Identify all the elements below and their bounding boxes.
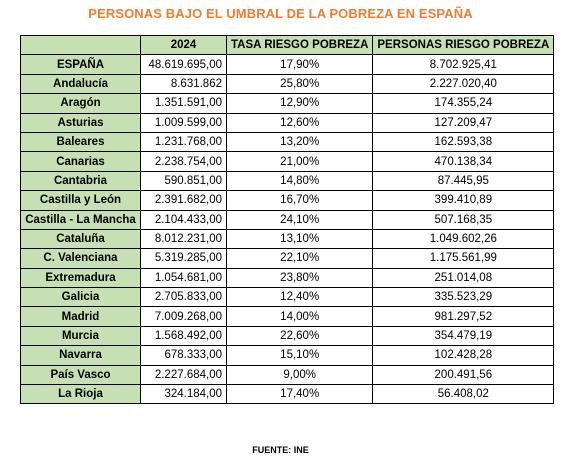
row-people-cell: 8.702.925,41 (372, 54, 555, 75)
table-header-row: 2024 TASA RIESGO POBREZA PERSONAS RIESGO… (20, 34, 555, 56)
row-people-cell: 399.410,89 (372, 190, 555, 211)
table-row: Castilla y León 2.391.682,00 16,70% 399.410… (20, 190, 555, 211)
row-people-cell: 981.297,52 (372, 306, 555, 327)
row-population-cell: 5.319.285,00 (140, 248, 227, 269)
table-row: Navarra 678.333,00 15,10% 102.428,28 (20, 345, 555, 366)
row-region-cell: Andalucía (20, 73, 141, 95)
row-people-cell: 102.428,28 (372, 345, 555, 366)
row-people-cell: 56.408,02 (372, 384, 555, 405)
row-people-cell: 2.227.020,40 (372, 73, 555, 95)
row-rate-cell: 14,80% (225, 170, 374, 192)
row-population-cell: 8.631.862 (140, 73, 227, 95)
row-region-cell: ESPAÑA (20, 54, 141, 75)
table-row: Galicia 2.705.833,00 12,40% 335.523,29 (20, 287, 555, 308)
table-row: Murcia 1.568.492,00 22,60% 354.479,19 (20, 325, 555, 347)
row-people-cell: 87.445,95 (372, 170, 555, 192)
row-people-cell: 354.479,19 (372, 325, 555, 347)
row-region-cell: C. Valenciana (20, 248, 141, 269)
table-row: País Vasco 2.227.684,00 9,00% 200.491,56 (20, 364, 555, 386)
row-rate-cell: 13,20% (225, 131, 374, 153)
header-region (20, 34, 141, 56)
row-population-cell: 8.012.231,00 (140, 228, 227, 250)
row-rate-cell: 13,10% (225, 228, 374, 250)
row-population-cell: 678.333,00 (140, 345, 227, 366)
row-region-cell: Cantabria (20, 170, 141, 192)
row-rate-cell: 15,10% (225, 345, 374, 366)
row-region-cell: Galicia (20, 287, 141, 308)
row-rate-cell: 23,80% (225, 267, 374, 289)
row-population-cell: 590.851,00 (140, 170, 227, 192)
row-population-cell: 1.568.492,00 (140, 325, 227, 347)
row-population-cell: 324.184,00 (140, 384, 227, 405)
row-rate-cell: 12,40% (225, 287, 374, 308)
row-rate-cell: 22,10% (225, 248, 374, 269)
row-population-cell: 2.104.433,00 (140, 209, 227, 230)
row-people-cell: 335.523,29 (372, 287, 555, 308)
table-row: Asturias 1.009.599,00 12,60% 127.209,47 (20, 112, 555, 133)
poverty-table: 2024 TASA RIESGO POBREZA PERSONAS RIESGO… (20, 34, 555, 405)
row-population-cell: 1.054.681,00 (140, 267, 227, 289)
row-rate-cell: 16,70% (225, 190, 374, 211)
row-population-cell: 48.619.695,00 (140, 54, 227, 75)
row-region-cell: Madrid (20, 306, 141, 327)
table-row: Madrid 7.009.268,00 14,00% 981.297,52 (20, 306, 555, 327)
row-population-cell: 2.238.754,00 (140, 151, 227, 172)
row-population-cell: 7.009.268,00 (140, 306, 227, 327)
header-population: 2024 (140, 34, 227, 56)
table-row: C. Valenciana 5.319.285,00 22,10% 1.175.561… (20, 248, 555, 269)
table-row: Cantabria 590.851,00 14,80% 87.445,95 (20, 170, 555, 192)
row-people-cell: 174.355,24 (372, 93, 555, 114)
table-row: Canarias 2.238.754,00 21,00% 470.138,34 (20, 151, 555, 172)
row-population-cell: 1.009.599,00 (140, 112, 227, 133)
row-region-cell: Murcia (20, 325, 141, 347)
table-row: Andalucía 8.631.862 25,80% 2.227.020,40 (20, 73, 555, 95)
page-title: PERSONAS BAJO EL UMBRAL DE LA POBREZA EN… (88, 6, 473, 21)
row-population-cell: 2.391.682,00 (140, 190, 227, 211)
row-rate-cell: 24,10% (225, 209, 374, 230)
row-region-cell: Baleares (20, 131, 141, 153)
row-region-cell: Aragón (20, 93, 141, 114)
row-population-cell: 1.351.591,00 (140, 93, 227, 114)
row-rate-cell: 17,90% (225, 54, 374, 75)
row-people-cell: 507.168,35 (372, 209, 555, 230)
row-region-cell: Asturias (20, 112, 141, 133)
row-region-cell: La Rioja (20, 384, 141, 405)
row-region-cell: Extremadura (20, 267, 141, 289)
row-rate-cell: 21,00% (225, 151, 374, 172)
row-rate-cell: 14,00% (225, 306, 374, 327)
row-rate-cell: 12,60% (225, 112, 374, 133)
row-people-cell: 470.138,34 (372, 151, 555, 172)
table-row: Castilla - La Mancha 2.104.433,00 24,10% 50… (20, 209, 555, 230)
row-population-cell: 2.227.684,00 (140, 364, 227, 386)
row-rate-cell: 12,90% (225, 93, 374, 114)
table-row: La Rioja 324.184,00 17,40% 56.408,02 (20, 384, 555, 405)
header-people: PERSONAS RIESGO POBREZA (372, 34, 555, 56)
row-region-cell: País Vasco (20, 364, 141, 386)
row-region-cell: Canarias (20, 151, 141, 172)
table-row: Cataluña 8.012.231,00 13,10% 1.049.602,26 (20, 228, 555, 250)
row-rate-cell: 17,40% (225, 384, 374, 405)
table-row: Baleares 1.231.768,00 13,20% 162.593,38 (20, 131, 555, 153)
row-region-cell: Navarra (20, 345, 141, 366)
source-note: FUENTE: INE (252, 445, 309, 455)
row-region-cell: Castilla - La Mancha (20, 209, 141, 230)
table-row: Extremadura 1.054.681,00 23,80% 251.014,08 (20, 267, 555, 289)
row-people-cell: 1.049.602,26 (372, 228, 555, 250)
row-region-cell: Cataluña (20, 228, 141, 250)
row-population-cell: 2.705.833,00 (140, 287, 227, 308)
table-row: Aragón 1.351.591,00 12,90% 174.355,24 (20, 93, 555, 114)
row-people-cell: 251.014,08 (372, 267, 555, 289)
row-rate-cell: 22,60% (225, 325, 374, 347)
row-people-cell: 162.593,38 (372, 131, 555, 153)
row-people-cell: 200.491,56 (372, 364, 555, 386)
row-people-cell: 127.209,47 (372, 112, 555, 133)
table-row: ESPAÑA 48.619.695,00 17,90% 8.702.925,41 (20, 54, 555, 75)
row-rate-cell: 25,80% (225, 73, 374, 95)
row-population-cell: 1.231.768,00 (140, 131, 227, 153)
header-rate: TASA RIESGO POBREZA (225, 34, 374, 56)
table-body: ESPAÑA 48.619.695,00 17,90% 8.702.925,41 And… (20, 54, 555, 405)
row-people-cell: 1.175.561,99 (372, 248, 555, 269)
row-rate-cell: 9,00% (225, 364, 374, 386)
row-region-cell: Castilla y León (20, 190, 141, 211)
